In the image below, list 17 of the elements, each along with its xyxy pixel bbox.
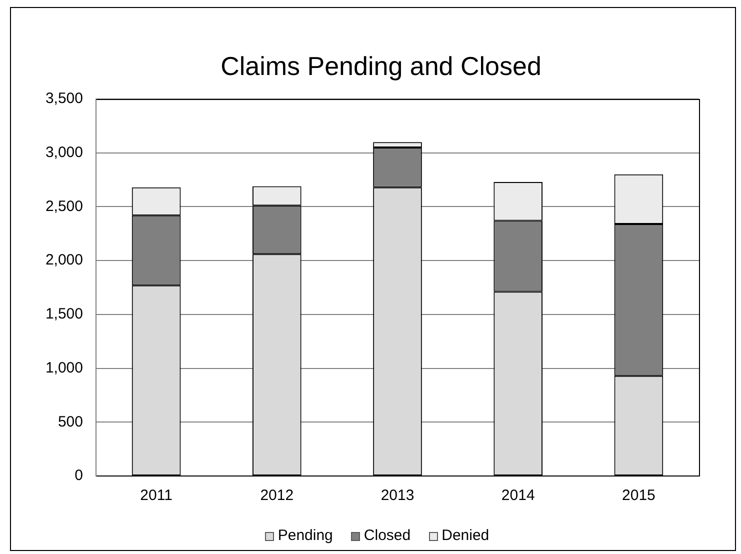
y-tick-label: 3,500 xyxy=(45,90,83,108)
y-tick-label: 500 xyxy=(58,413,83,430)
y-tick-label: 1,500 xyxy=(45,306,83,323)
y-tick-label: 2,500 xyxy=(45,198,83,215)
chart-title: Claims Pending and Closed xyxy=(220,51,542,81)
x-tick-label: 2014 xyxy=(501,487,535,504)
y-tick-label: 1,000 xyxy=(45,359,83,376)
x-tick-label: 2013 xyxy=(380,487,414,504)
legend-label: Denied xyxy=(442,527,490,545)
x-tick-label: 2015 xyxy=(622,487,656,504)
legend-label: Closed xyxy=(364,527,411,545)
legend-label: Pending xyxy=(278,527,333,545)
y-tick-label: 2,000 xyxy=(45,252,83,269)
y-tick-label: 0 xyxy=(74,467,83,484)
x-tick-label: 2011 xyxy=(140,487,172,504)
y-tick-label: 3,000 xyxy=(45,144,83,161)
x-tick-label: 2012 xyxy=(260,487,294,504)
